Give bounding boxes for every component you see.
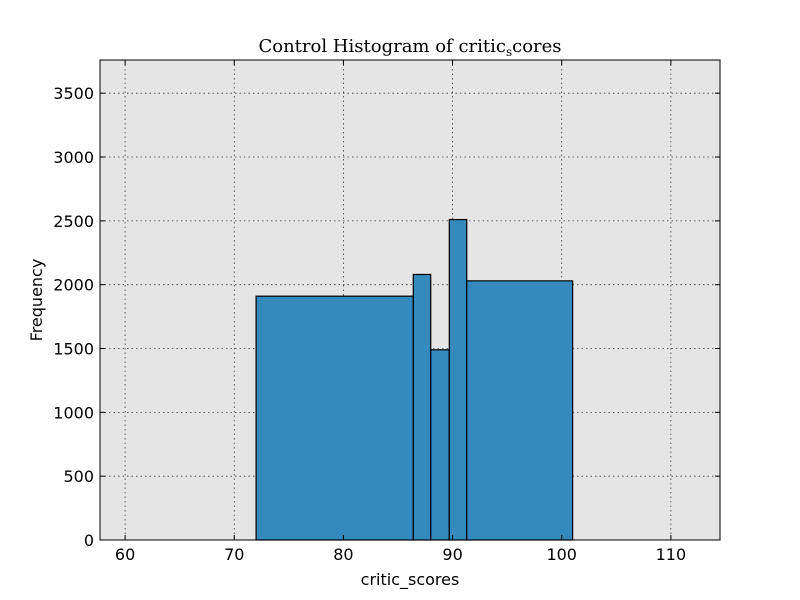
y-tick-label: 3500 (53, 84, 94, 103)
x-tick-label: 80 (333, 545, 353, 564)
x-tick-label: 100 (546, 545, 577, 564)
x-axis-label: critic_scores (361, 570, 460, 590)
y-tick-label: 2500 (53, 212, 94, 231)
x-tick-label: 60 (115, 545, 135, 564)
x-tick-label: 90 (442, 545, 462, 564)
plot-frame (99, 59, 721, 541)
y-tick-label: 2000 (53, 276, 94, 295)
bars-group (255, 218, 574, 541)
y-tick-label: 1000 (53, 403, 94, 422)
x-tick-labels: 60 70 80 90 100 110 (115, 545, 686, 564)
histogram-bar-1 (255, 295, 414, 541)
histogram-bar-4 (448, 218, 468, 541)
x-tick-label: 110 (656, 545, 687, 564)
y-tick-labels: 0 500 1000 1500 2000 2500 3000 3500 (53, 84, 94, 550)
histogram-bar-5 (466, 280, 574, 541)
x-tick-label: 70 (224, 545, 244, 564)
y-tick-label: 1500 (53, 340, 94, 359)
tick-marks (100, 60, 720, 541)
y-axis-label: Frequency (27, 259, 46, 342)
histogram-bar-3 (430, 349, 450, 541)
chart-title: Control Histogram of criticscores (258, 36, 561, 59)
histogram-bar-2 (412, 273, 432, 541)
y-tick-label: 3000 (53, 148, 94, 167)
y-tick-label: 500 (63, 467, 94, 486)
y-tick-label: 0 (84, 531, 94, 550)
